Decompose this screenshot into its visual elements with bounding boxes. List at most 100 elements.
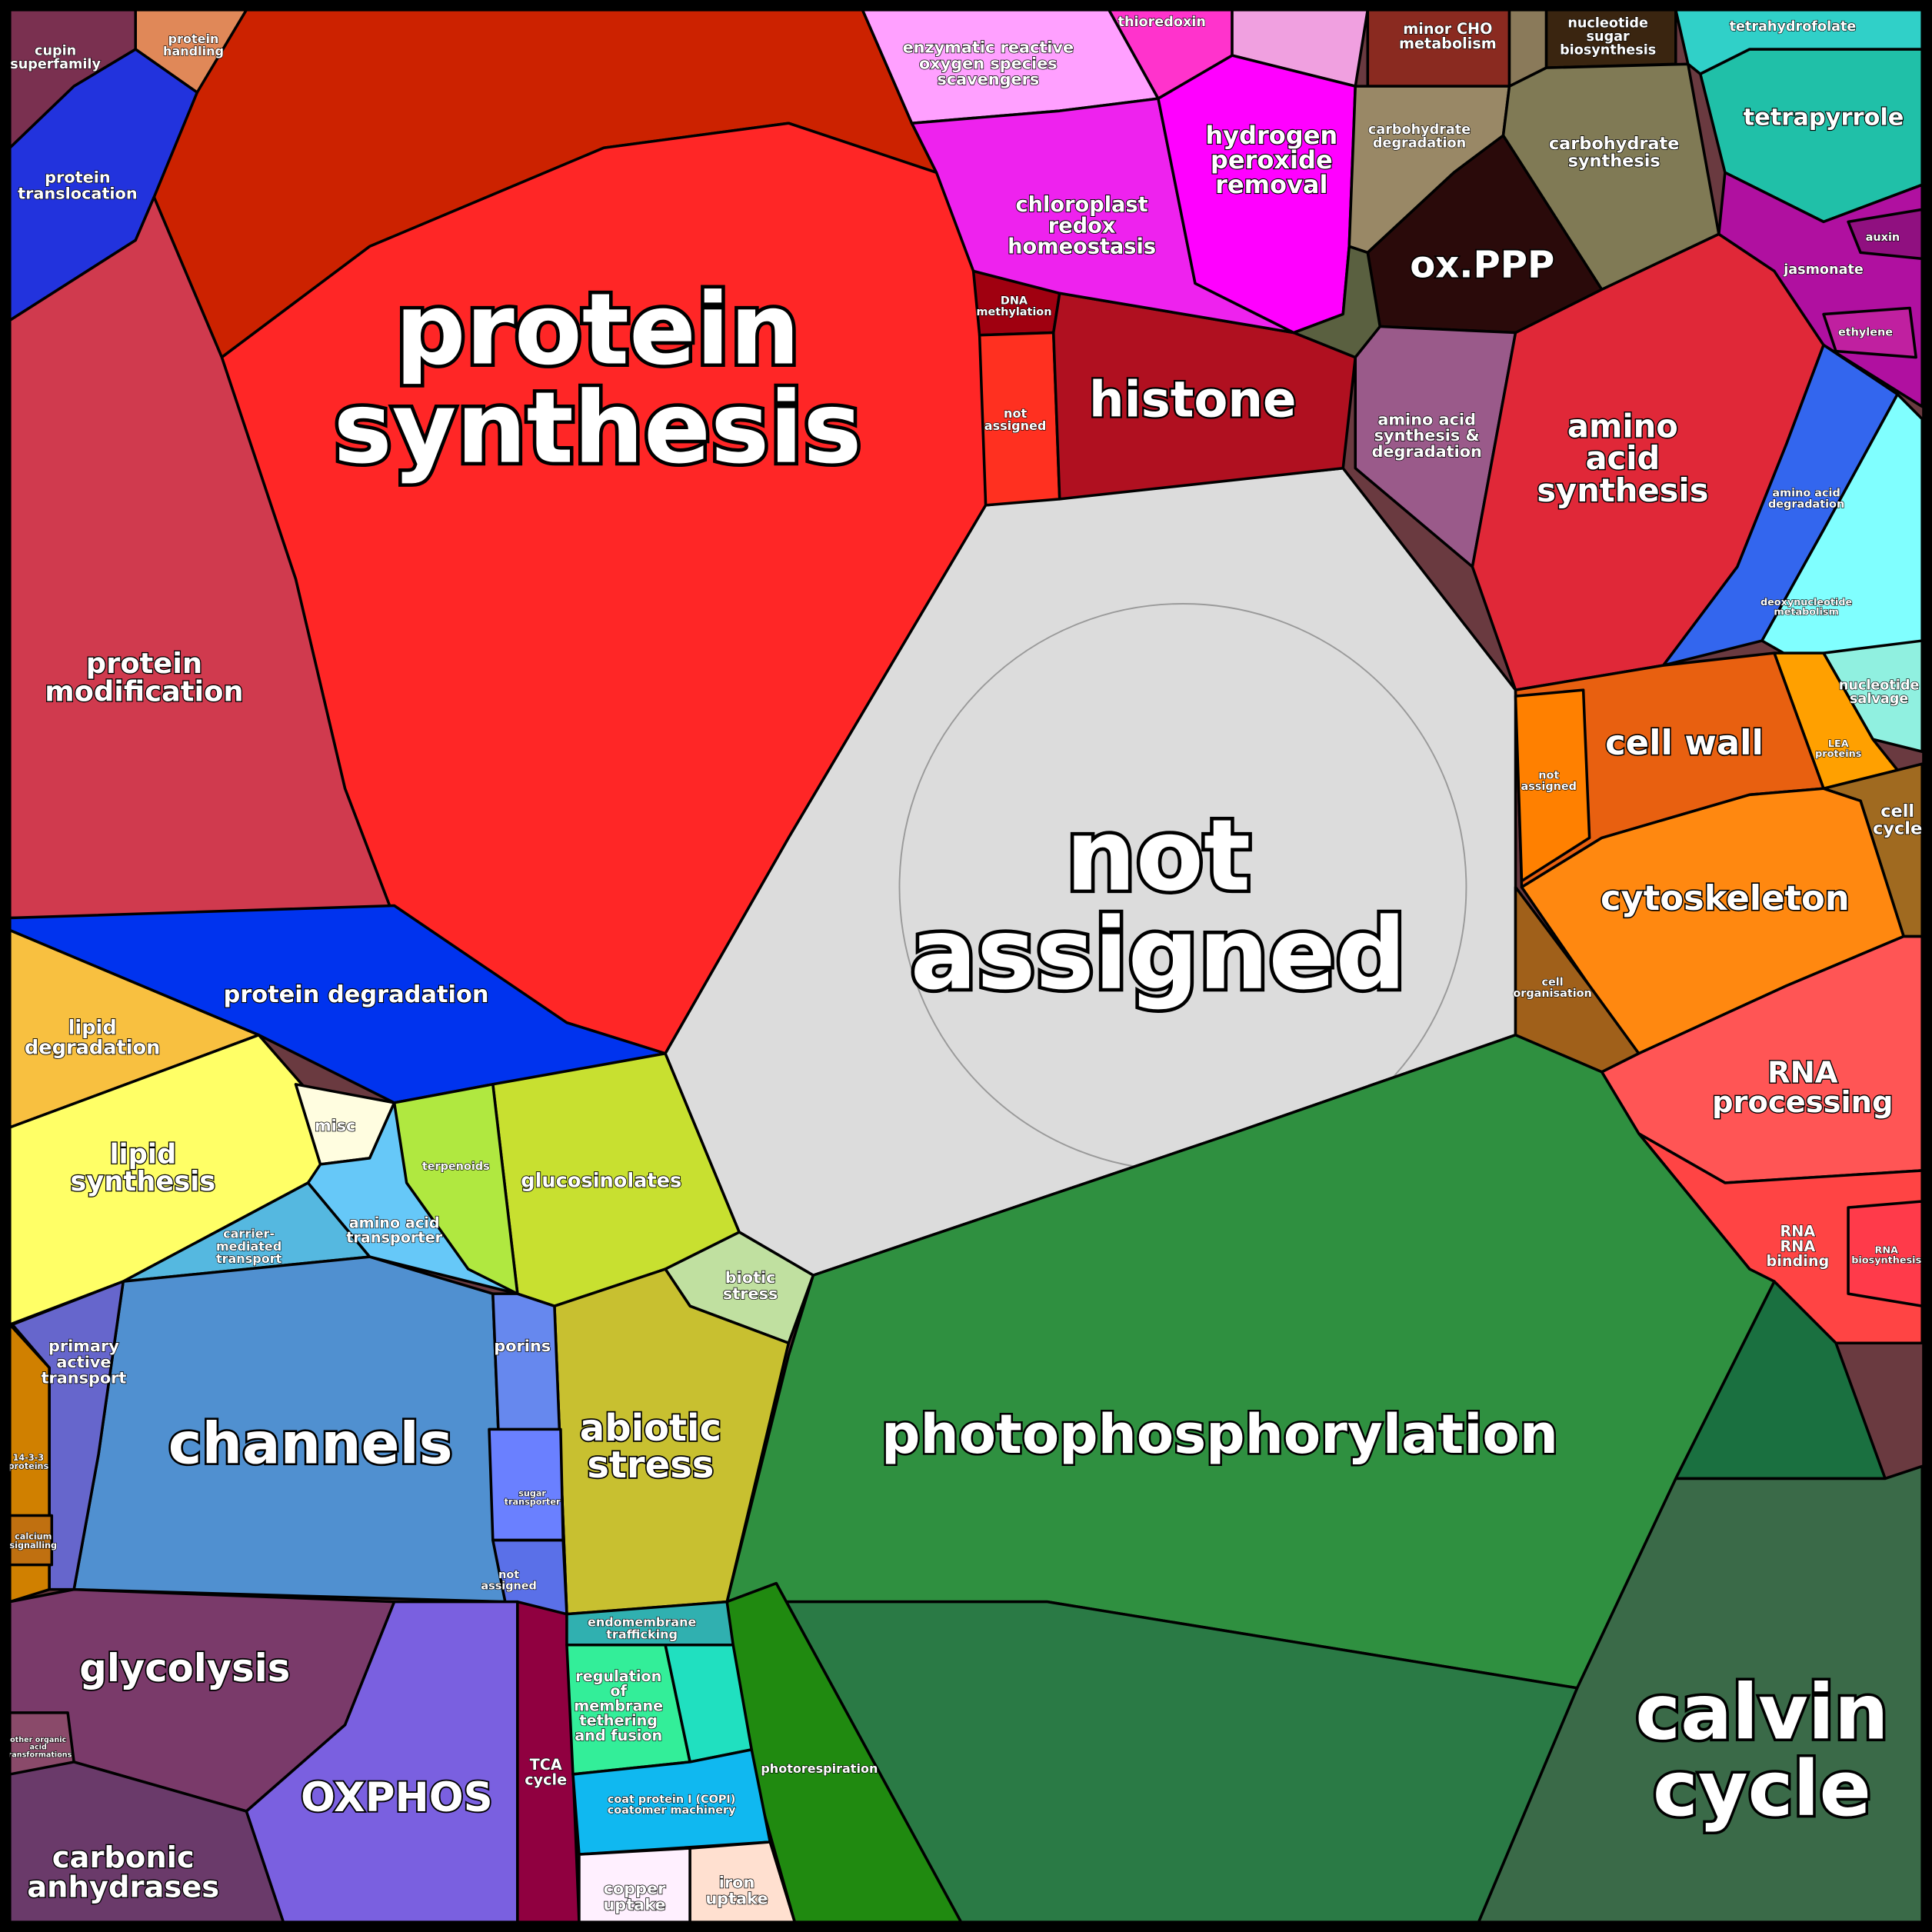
cell-label: handling xyxy=(163,44,224,58)
cell-label: cycle xyxy=(1653,1745,1871,1834)
cell-label: thioredoxin xyxy=(1118,15,1206,30)
cell-label: primary xyxy=(48,1337,119,1355)
cell-label: calcium xyxy=(15,1532,52,1542)
cell-label: degradation xyxy=(1768,498,1844,511)
cell-label: not xyxy=(498,1569,519,1581)
cell-label: carbohydrate xyxy=(1368,122,1471,138)
cell-label: organisation xyxy=(1513,988,1592,1000)
labels: proteinsynthesiscupinsuperfamilyproteinh… xyxy=(4,14,1923,1914)
cell-label: redox xyxy=(1048,214,1116,238)
cell-label: homeostasis xyxy=(1008,235,1156,259)
cell-label: biosynthesis xyxy=(1851,1254,1921,1266)
cell-label: mediated xyxy=(216,1239,281,1254)
cell-label: biosynthesis xyxy=(1560,43,1656,58)
cell-label: modification xyxy=(45,675,243,708)
cell-label: carbonic xyxy=(52,1840,195,1875)
cell-label: synthesis xyxy=(1537,471,1708,509)
cell-label: trafficking xyxy=(606,1627,678,1641)
cell xyxy=(571,1748,772,1856)
cell-label: sugar xyxy=(1587,29,1631,45)
cell-label: transporter xyxy=(505,1497,561,1507)
cell-label: scavengers xyxy=(937,70,1039,88)
cell-label: photorespiration xyxy=(761,1761,878,1776)
cell-label: protein degradation xyxy=(223,981,488,1008)
cell-label: RNA xyxy=(1874,1245,1898,1257)
cell-label: stress xyxy=(587,1444,714,1487)
cell-label: protein xyxy=(45,168,110,186)
cell-label: acid xyxy=(29,1744,46,1752)
cell-label: nucleotide xyxy=(1567,15,1648,31)
cell-label: carbohydrate xyxy=(1549,134,1680,154)
cell-label: cell wall xyxy=(1605,722,1764,763)
cell-label: translocation xyxy=(18,184,137,202)
cell-label: assigned xyxy=(481,1581,536,1593)
cell-label: cupin xyxy=(35,43,76,58)
cell-label: protein xyxy=(86,647,202,680)
cell-label: calvin xyxy=(1635,1669,1888,1757)
cell-label: and fusion xyxy=(575,1727,662,1744)
cell-label: assigned xyxy=(1521,781,1577,793)
cell-label: cycle xyxy=(1873,819,1922,839)
cell-label: LEA xyxy=(1828,738,1849,750)
cell-label: assigned xyxy=(984,418,1047,433)
cell-label: tetrapyrrole xyxy=(1744,104,1904,131)
cell-label: superfamily xyxy=(10,57,101,72)
cell-label: transporter xyxy=(346,1229,442,1247)
cell-label: amino xyxy=(1567,408,1678,445)
cell-label: proteins xyxy=(1815,748,1862,760)
cell-label: of xyxy=(610,1682,627,1700)
cell-label: OXPHOS xyxy=(301,1774,493,1821)
cell-label: misc xyxy=(315,1116,356,1134)
cell-label: not xyxy=(1066,799,1251,914)
cell-label: cell xyxy=(1880,801,1914,821)
cell-label: deoxynucleotide xyxy=(1760,597,1853,608)
cell-label: sugar xyxy=(518,1488,546,1498)
cell-label: removal xyxy=(1215,170,1327,199)
cell xyxy=(1514,688,1591,883)
cell-label: tethering xyxy=(579,1712,658,1730)
cell-label: synthesis xyxy=(334,371,862,486)
cell-label: chloroplast xyxy=(1016,193,1148,217)
cell-label: regulation xyxy=(575,1667,661,1685)
cell-label: coat protein I (COPI) xyxy=(608,1794,736,1806)
cell-label: nucleotide xyxy=(1839,678,1920,694)
cell-label: cytoskeleton xyxy=(1601,878,1850,918)
cell-label: metabolism xyxy=(1774,607,1838,618)
cell-label: amino acid xyxy=(1772,488,1840,500)
cell xyxy=(1822,306,1917,359)
cell-label: RNA xyxy=(1780,1237,1815,1255)
cell-label: methylation xyxy=(977,306,1052,318)
cell-label: processing xyxy=(1712,1085,1894,1120)
cell-label: RNA xyxy=(1767,1055,1838,1090)
cell-label: active xyxy=(56,1353,111,1371)
cell-label: salvage xyxy=(1850,691,1908,707)
cell-label: synthesis & xyxy=(1374,426,1480,445)
cell-label: endomembrane xyxy=(588,1614,697,1629)
cell-label: peroxide xyxy=(1211,145,1333,175)
cells xyxy=(8,8,1924,1924)
cell-label: lipid xyxy=(68,1017,117,1040)
cell-label: tetrahydrofolate xyxy=(1730,19,1857,35)
cell-label: cell xyxy=(1541,977,1563,989)
cell-label: channels xyxy=(168,1411,453,1477)
cell-label: glucosinolates xyxy=(521,1169,681,1192)
cell-label: metabolism xyxy=(1399,35,1497,52)
cell-label: not xyxy=(1538,769,1559,781)
cell-label: assigned xyxy=(911,898,1407,1012)
cell-label: protein xyxy=(395,272,800,387)
cell-label: oxygen species xyxy=(919,54,1058,72)
cell-label: amino acid xyxy=(349,1214,440,1231)
cell-label: uptake xyxy=(603,1896,665,1914)
cell-label: carrier- xyxy=(223,1227,275,1241)
cell-label: cycle xyxy=(525,1770,567,1788)
cell-label: jasmonate xyxy=(1783,262,1864,278)
cell-label: protein xyxy=(168,32,219,46)
cell-label: amino acid xyxy=(1377,410,1476,428)
cell-label: glycolysis xyxy=(79,1646,290,1690)
cell-label: transport xyxy=(42,1369,127,1387)
cell-label: ethylene xyxy=(1838,327,1893,339)
cell-label: DNA xyxy=(1001,295,1028,308)
cell-label: copper xyxy=(604,1880,667,1898)
